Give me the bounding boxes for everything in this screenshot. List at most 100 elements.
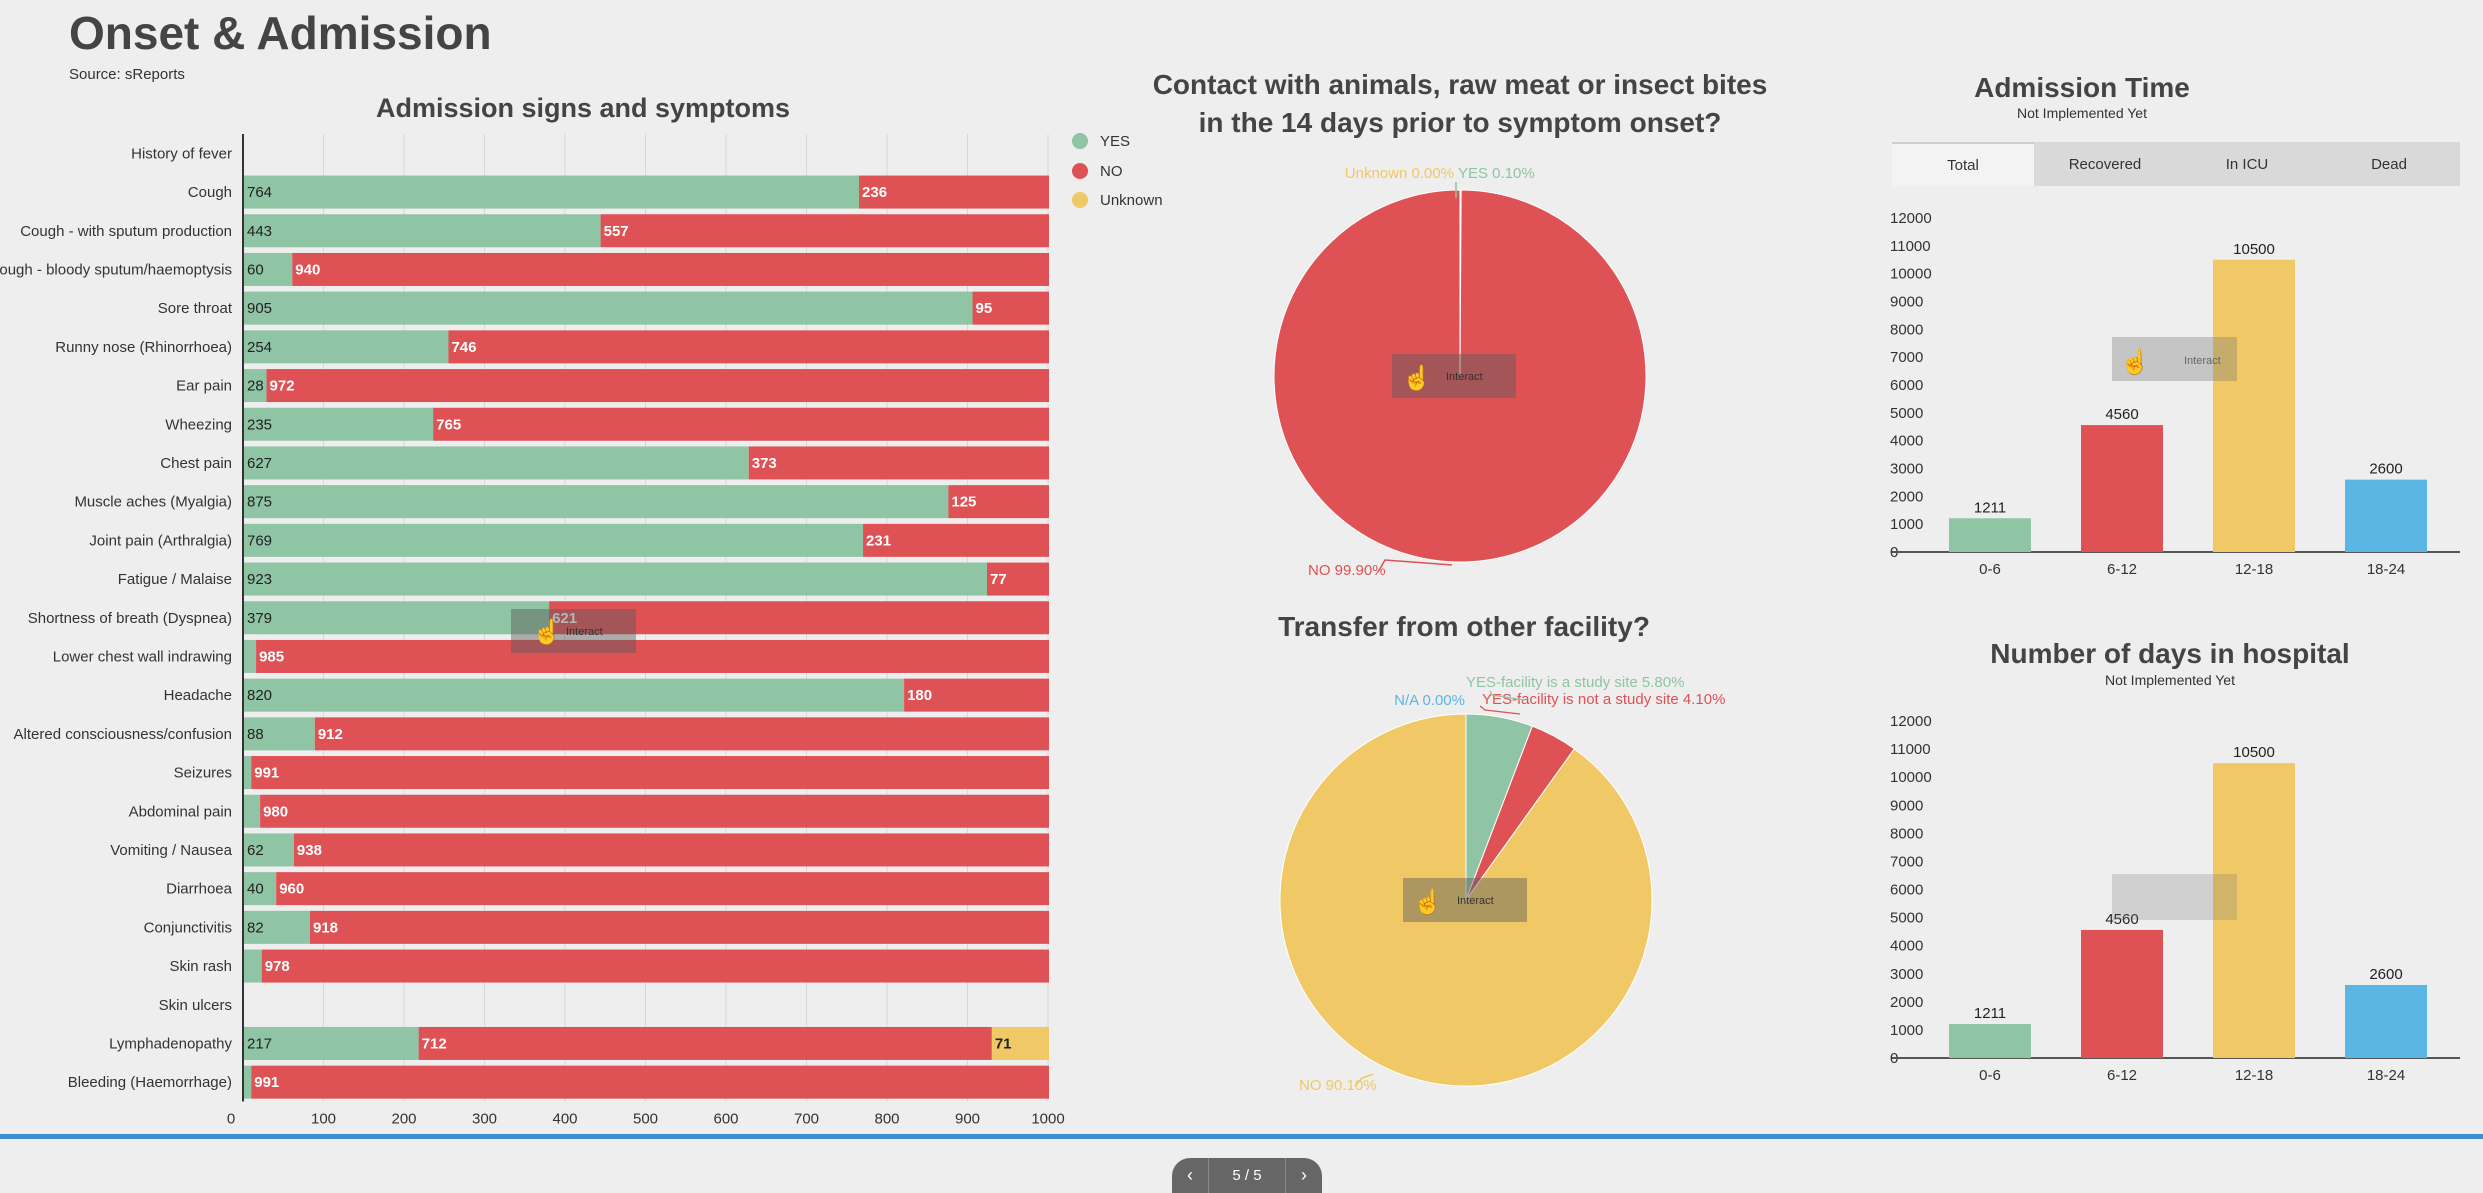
contact-label-unknown: Unknown 0.00% <box>1345 165 1454 182</box>
category-label: Runny nose (Rhinorrhoea) <box>55 339 232 356</box>
column-bar <box>2081 929 2163 1058</box>
bar-value-label: 180 <box>907 687 932 704</box>
y-tick-label: 7000 <box>1890 853 1923 870</box>
x-tick-label: 6-12 <box>2107 1067 2137 1084</box>
bar-segment-no <box>293 833 1049 867</box>
bar-segment-no <box>433 407 1049 441</box>
bar-value-label: 557 <box>604 223 629 240</box>
pager-label: 5 / 5 <box>1208 1158 1286 1193</box>
hand-pointer-icon: ☝ <box>2120 347 2150 376</box>
transfer-labels: N/A 0.00% YES-facility is a study site 5… <box>1299 674 1725 1094</box>
bar-segment-yes <box>244 949 262 983</box>
bar-value-label: 40 <box>247 881 264 898</box>
bar-value-label: 95 <box>976 300 993 317</box>
bar-segment-unknown <box>991 1026 1049 1060</box>
y-tick-label: 4000 <box>1890 938 1923 955</box>
symptoms-chart: Admission signs and symptoms 764 236 443 55… <box>0 93 1163 1128</box>
column-value-label: 1211 <box>1974 1005 2006 1022</box>
x-tick-label: 12-18 <box>2235 1067 2273 1084</box>
column-value-label: 4560 <box>2105 406 2138 423</box>
bar-segment-no <box>251 1065 1049 1099</box>
category-label: Muscle aches (Myalgia) <box>74 494 232 511</box>
bar-value-label: 912 <box>318 726 343 743</box>
bar-segment-yes <box>244 833 294 867</box>
interact-label: Interact <box>1457 895 1494 907</box>
chevron-right-icon[interactable]: › <box>1301 1165 1307 1185</box>
x-tick-label: 12-18 <box>2235 561 2273 578</box>
bottom-accent-line <box>0 1134 2483 1139</box>
bar-value-label: 627 <box>247 455 272 472</box>
bar-value-label: 443 <box>247 223 272 240</box>
category-label: Sore throat <box>158 300 233 317</box>
bar-segment-no <box>276 872 1049 906</box>
contact-chart: Contact with animals, raw meat or insect… <box>1153 69 1768 579</box>
symptoms-bars: 764 236 443 557 60 940 905 95 254 746 28 972 235 765 6… <box>244 175 1050 1099</box>
bar-segment-no <box>448 330 1050 364</box>
symptoms-chart-title: Admission signs and symptoms <box>376 93 790 123</box>
category-label: Joint pain (Arthralgia) <box>89 532 232 549</box>
bar-value-label: 88 <box>247 726 264 743</box>
tab-dead[interactable]: Dead <box>2371 155 2407 173</box>
bar-segment-yes <box>244 175 860 209</box>
x-tick-label: 700 <box>794 1111 819 1128</box>
x-tick-label: 18-24 <box>2367 561 2405 578</box>
bar-value-label: 972 <box>270 378 295 395</box>
transfer-pie <box>1279 713 1653 1087</box>
pager: ‹ 5 / 5 › <box>1172 1158 1322 1193</box>
interact-overlay[interactable] <box>2112 874 2237 920</box>
admission-time-chart: Admission Time Not Implemented Yet 01000… <box>1890 72 2460 578</box>
interact-overlay[interactable]: ☝ Interact <box>1403 878 1527 922</box>
pie-slice <box>1273 189 1647 563</box>
category-label: Vomiting / Nausea <box>110 842 232 859</box>
y-tick-label: 6000 <box>1890 377 1923 394</box>
bar-value-label: 991 <box>254 765 279 782</box>
y-tick-label: 3000 <box>1890 461 1923 478</box>
bar-value-label: 60 <box>247 261 264 278</box>
category-label: Shortness of breath (Dyspnea) <box>28 610 232 627</box>
legend-yes: YES <box>1100 133 1130 150</box>
interact-label: Interact <box>2184 355 2221 367</box>
bar-value-label: 938 <box>297 842 322 859</box>
contact-label-yes: YES 0.10% <box>1458 165 1535 182</box>
tab-in-icu[interactable]: In ICU <box>2225 155 2269 173</box>
bar-value-label: 980 <box>263 803 288 820</box>
category-label: Ear pain <box>176 378 232 395</box>
category-label: Cough <box>188 184 232 201</box>
bar-segment-no <box>948 485 1049 519</box>
category-label: Lower chest wall indrawing <box>53 648 232 665</box>
chevron-left-icon[interactable]: ‹ <box>1187 1165 1193 1185</box>
bar-segment-yes <box>244 756 252 790</box>
bar-value-label: 765 <box>436 416 461 433</box>
bar-value-label: 379 <box>247 610 272 627</box>
y-tick-label: 1000 <box>1890 1022 1923 1039</box>
bar-value-label: 940 <box>295 261 320 278</box>
y-tick-label: 4000 <box>1890 433 1923 450</box>
bar-segment-yes <box>244 485 949 519</box>
category-label: Conjunctivitis <box>144 919 232 936</box>
y-tick-label: 5000 <box>1890 405 1923 422</box>
bar-value-label: 918 <box>313 919 338 936</box>
category-label: Seizures <box>174 765 232 782</box>
bar-segment-no <box>987 562 1049 596</box>
hand-pointer-icon: ☝ <box>1413 887 1443 916</box>
bar-value-label: 62 <box>247 842 264 859</box>
bar-value-label: 764 <box>247 184 272 201</box>
transfer-label-na: N/A 0.00% <box>1394 692 1465 709</box>
days-title: Number of days in hospital <box>1990 638 2349 669</box>
category-label: Headache <box>164 687 232 704</box>
bar-value-label: 254 <box>247 339 272 356</box>
tab-recovered[interactable]: Recovered <box>2068 155 2142 173</box>
interact-label: Interact <box>566 626 603 638</box>
bar-segment-yes <box>244 407 434 441</box>
tab-total[interactable]: Total <box>1892 142 2034 186</box>
symptoms-category-labels: History of fever Cough Cough - with sputum… <box>0 145 233 1091</box>
interact-overlay[interactable]: ☝ Interact <box>511 609 636 653</box>
contact-label-no: NO 99.90% <box>1308 562 1386 579</box>
interact-overlay[interactable]: ☝ Interact <box>1392 354 1516 398</box>
category-label: Abdominal pain <box>129 803 232 820</box>
bar-value-label: 991 <box>254 1074 279 1091</box>
interact-overlay[interactable]: ☝ Interact <box>2112 337 2237 381</box>
contact-labels: Unknown 0.00% YES 0.10% NO 99.90% <box>1308 165 1535 579</box>
y-tick-label: 8000 <box>1890 321 1923 338</box>
y-tick-label: 11000 <box>1890 741 1931 758</box>
